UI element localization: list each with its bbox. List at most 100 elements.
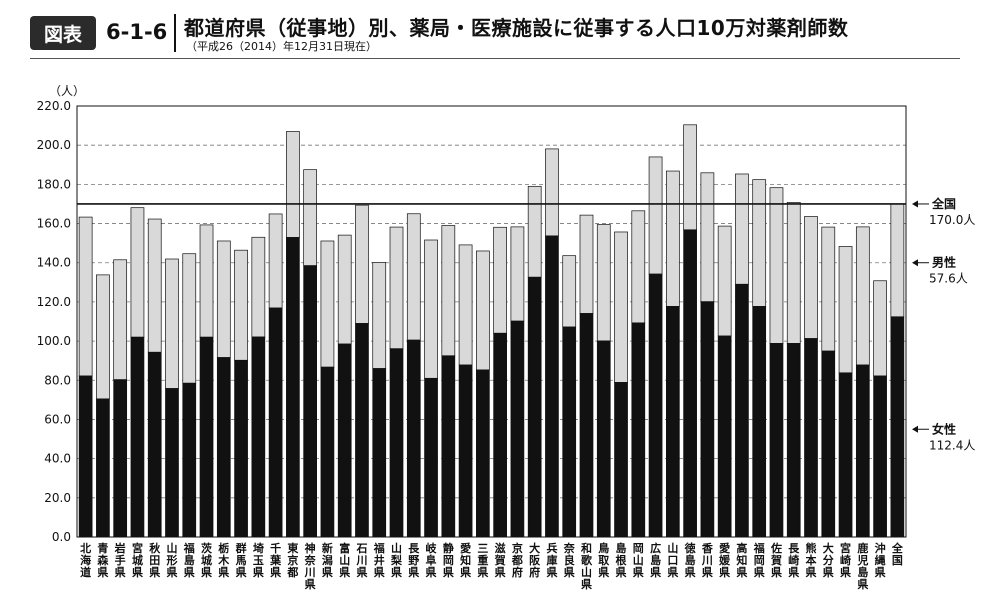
x-tick-label: 福島県 (183, 541, 195, 579)
x-tick-label: 香川県 (701, 541, 714, 579)
x-tick-label: 北海道 (80, 541, 91, 579)
x-tick-label: 岐阜県 (426, 541, 438, 579)
bar-female (769, 343, 784, 538)
y-tick-label: 20.0 (44, 491, 71, 505)
x-tick-label: 島根県 (616, 541, 628, 579)
bar-female (786, 343, 801, 538)
bar-female (838, 372, 853, 538)
bar-female (596, 340, 611, 538)
bar-female (873, 375, 887, 538)
bar-male (545, 148, 559, 237)
bar-female (337, 343, 352, 538)
bar-male (665, 170, 680, 307)
bar-male (493, 226, 507, 334)
bar-male (476, 250, 490, 371)
bar-female (821, 350, 836, 538)
bar-female (752, 306, 767, 538)
bar-female (355, 323, 369, 538)
annotation-label: 全国 (931, 196, 956, 211)
bar-female (700, 301, 715, 538)
bar-female (251, 336, 266, 538)
x-tick-label: 群馬県 (235, 541, 247, 579)
bar-female (717, 335, 732, 538)
bar-male (855, 226, 870, 366)
figure-header: 図表 6-1-6 都道府県（従事地）別、薬局・医療施設に従事する人口10万対薬剤… (30, 12, 960, 56)
y-tick-label: 140.0 (37, 256, 71, 270)
bar-male (735, 173, 749, 285)
bar-male (389, 226, 404, 350)
x-tick-label: 岡山県 (633, 542, 644, 579)
bar-female (147, 351, 162, 538)
bar-male (458, 244, 473, 366)
bar-female (476, 369, 490, 538)
bar-female (579, 313, 594, 538)
x-tick-label: 秋田県 (149, 541, 161, 579)
annotation-label: 女性 (932, 421, 956, 436)
annotation-arrowhead (912, 259, 918, 267)
x-tick-label: 埼玉県 (253, 541, 264, 579)
x-tick-label: 石川県 (355, 542, 367, 579)
y-tick-label: 0.0 (52, 530, 71, 544)
bar-female (303, 265, 318, 538)
bar-female (493, 332, 507, 538)
bar-female (890, 316, 905, 538)
bar-female (234, 359, 248, 538)
x-tick-label: 富山県 (339, 541, 350, 579)
bar-male (182, 253, 197, 384)
bar-male (752, 179, 767, 307)
x-tick-label: 青森県 (97, 541, 109, 579)
bar-male (631, 210, 646, 324)
figure-number: 6-1-6 (106, 20, 168, 44)
bar-male (838, 246, 853, 374)
bar-male (596, 224, 611, 342)
bar-male (786, 202, 801, 344)
x-tick-label: 兵庫県 (546, 541, 557, 579)
bar-male (130, 207, 145, 338)
x-tick-label: 愛媛県 (718, 541, 731, 579)
bar-male (614, 231, 628, 383)
bar-male (562, 255, 577, 328)
bar-male (579, 214, 594, 314)
bar-female (441, 355, 456, 538)
x-tick-label: 滋賀県 (494, 541, 506, 579)
x-tick-label: 宮城県 (132, 541, 143, 579)
bar-male (78, 216, 93, 377)
annotation-arrowhead (912, 425, 918, 433)
bar-male (510, 226, 525, 322)
bar-male (890, 203, 905, 318)
bar-female (320, 366, 335, 538)
y-tick-label: 40.0 (44, 452, 71, 466)
y-tick-label: 220.0 (37, 99, 71, 113)
bar-male (216, 240, 231, 358)
bar-female (286, 237, 300, 538)
bar-male (147, 218, 162, 353)
annotation-value: 112.4人 (929, 438, 975, 452)
bar-male (251, 236, 266, 338)
bar-female (614, 382, 628, 538)
bar-female (683, 229, 697, 538)
x-tick-label: 全国 (891, 541, 904, 567)
x-tick-label: 京都府 (511, 541, 523, 579)
x-tick-label: 和歌山県 (581, 541, 593, 591)
bar-female (216, 357, 231, 538)
bar-female (735, 283, 749, 538)
bar-male (648, 156, 663, 275)
figure-title: 都道府県（従事地）別、薬局・医療施設に従事する人口10万対薬剤師数 (184, 16, 849, 40)
y-tick-label: 160.0 (37, 217, 71, 231)
bar-female (424, 377, 438, 538)
bar-male (700, 172, 715, 303)
bar-male (769, 187, 784, 344)
x-tick-label: 静岡県 (443, 541, 454, 579)
bar-female (804, 338, 818, 538)
bar-male (683, 124, 697, 231)
y-axis-unit-label: （人） (49, 84, 85, 98)
y-tick-label: 120.0 (37, 295, 71, 309)
annotation-value: 57.6人 (929, 272, 968, 286)
bar-male (234, 249, 248, 361)
bar-female (545, 235, 559, 538)
bar-male (268, 213, 283, 309)
bar-male (303, 169, 318, 267)
bar-female (562, 326, 577, 538)
bar-male (96, 274, 110, 400)
